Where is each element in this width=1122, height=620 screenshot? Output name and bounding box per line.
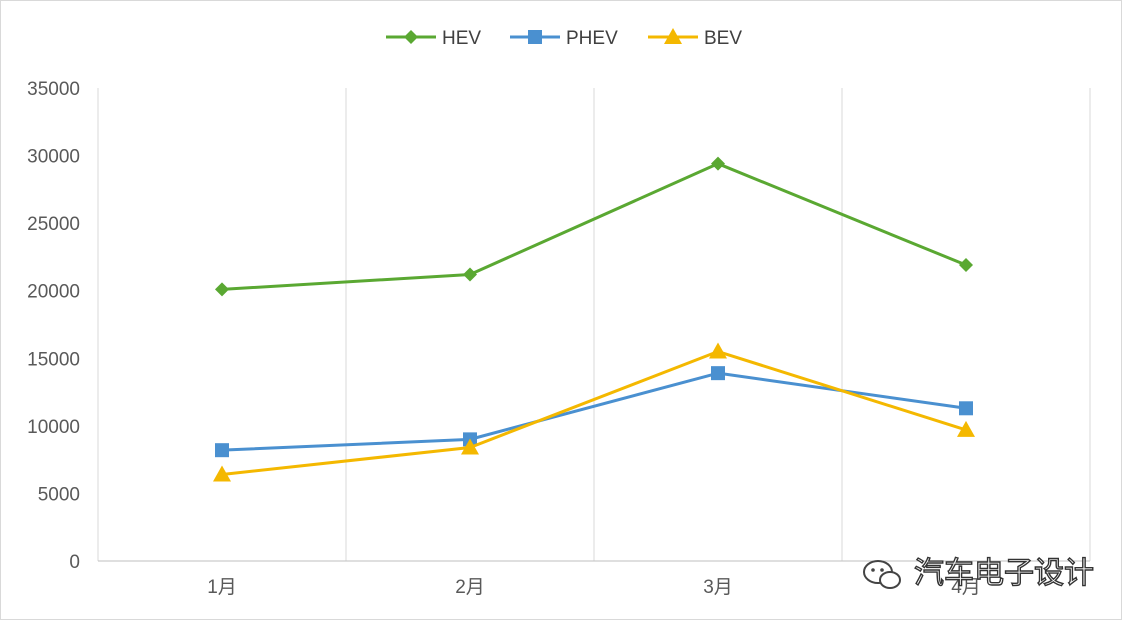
y-tick-label: 0 [69, 552, 80, 573]
watermark-text: 汽车电子设计 [914, 556, 1094, 591]
legend-marker [528, 30, 542, 44]
x-tick-label: 2月 [455, 577, 485, 598]
x-tick-label: 3月 [703, 577, 733, 598]
data-point [959, 401, 973, 416]
series-bev [213, 342, 975, 482]
data-point [959, 258, 973, 273]
data-point [215, 443, 229, 458]
grid-lines [97, 88, 1091, 561]
legend-label: HEV [442, 28, 481, 49]
legend-label: PHEV [566, 28, 618, 49]
y-tick-label: 30000 [27, 147, 80, 168]
legend-item-bev: BEV [648, 28, 742, 49]
data-point [711, 156, 725, 171]
data-point [461, 438, 479, 455]
axes: 0 5000 10000 15000 20000 25000 30000 35000 1月 2月 3… [27, 79, 1090, 598]
data-point [957, 420, 975, 437]
data-point [213, 465, 231, 482]
data-point [711, 366, 725, 381]
legend-item-hev: HEV [386, 28, 481, 49]
y-tick-label: 35000 [27, 79, 80, 100]
y-tick-label: 10000 [27, 417, 80, 438]
x-tick-label: 1月 [207, 577, 237, 598]
x-tick-label: 4月 [951, 577, 981, 598]
watermark: 汽车电子设计 [863, 555, 1095, 592]
legend-item-phev: PHEV [510, 28, 618, 49]
series-layer [213, 156, 975, 482]
data-point [463, 267, 477, 282]
legend-marker [664, 28, 682, 44]
series-hev [215, 156, 973, 297]
y-tick-label: 5000 [38, 484, 80, 505]
series-line [221, 350, 967, 476]
y-tick-label: 15000 [27, 349, 80, 370]
y-tick-label: 25000 [27, 214, 80, 235]
data-point [709, 342, 727, 359]
y-tick-label: 20000 [27, 282, 80, 303]
series-line [221, 162, 967, 291]
wechat-icon [863, 560, 901, 589]
legend-label: BEV [704, 28, 742, 49]
legend-marker [404, 30, 418, 44]
data-point [215, 282, 229, 297]
legend: HEV PHEV BEV [386, 28, 742, 49]
